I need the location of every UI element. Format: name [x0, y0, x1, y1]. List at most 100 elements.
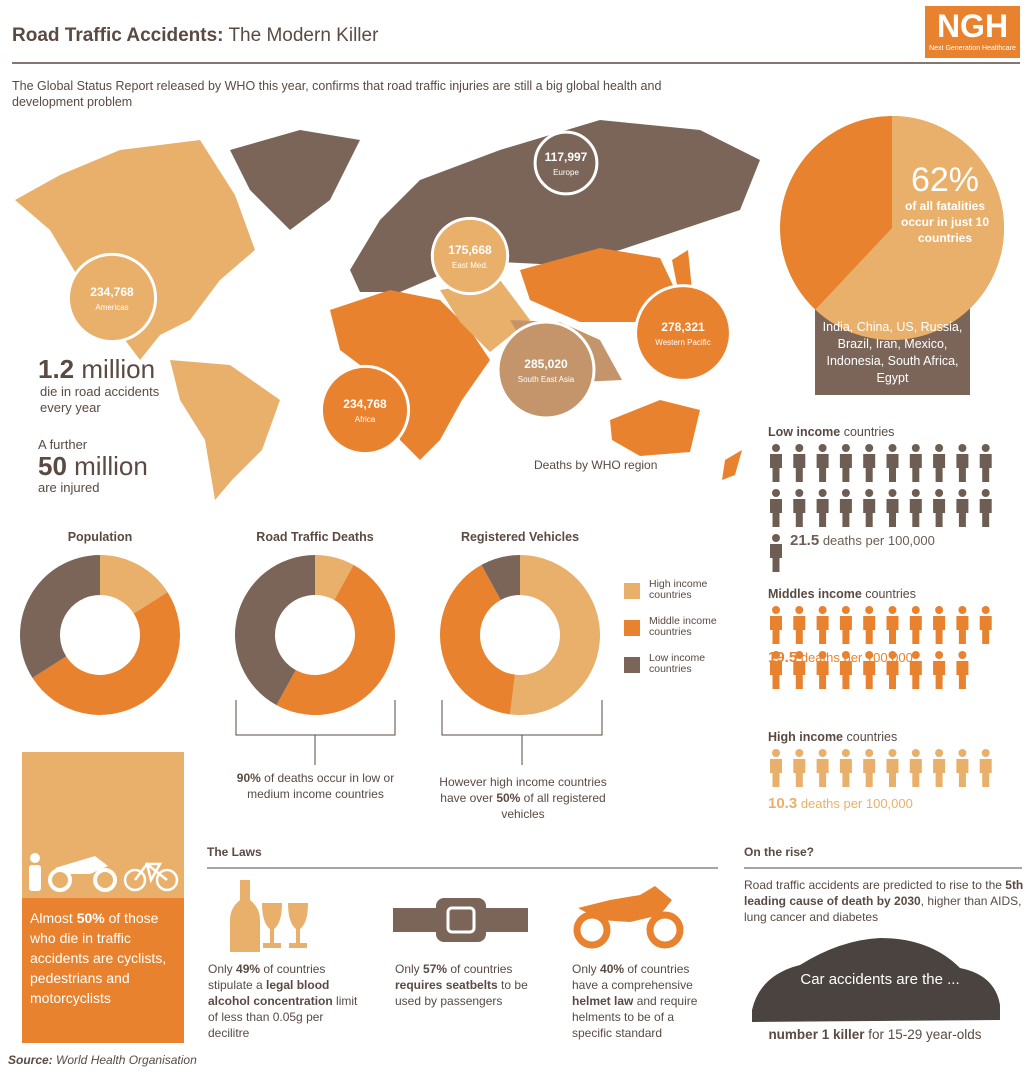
person-icon — [911, 606, 920, 614]
person-icon — [818, 489, 827, 497]
text-part: of countries stipulate a — [208, 962, 326, 992]
income-suffix: countries — [840, 425, 895, 439]
bracket — [441, 700, 603, 765]
legend-label: Middle income countries — [649, 615, 717, 638]
subtitle: The Modern Killer — [228, 25, 379, 46]
road-users-icon — [29, 853, 179, 892]
text-part: Only — [208, 962, 237, 976]
person-icon — [816, 661, 829, 689]
person-icon — [911, 489, 920, 497]
region-bubble — [496, 320, 596, 420]
person-icons — [770, 606, 992, 689]
person-icon — [888, 749, 897, 757]
bracket — [235, 700, 396, 765]
vulnerable-box — [22, 898, 184, 1043]
person-icon — [772, 534, 780, 542]
person-icon — [816, 616, 829, 644]
donut-slice — [509, 555, 600, 716]
region-bubble — [634, 284, 732, 382]
legend-swatch — [624, 657, 640, 673]
income-rate: 10.3 deaths per 100,000 — [768, 796, 913, 812]
vulnerable-text: Almost 50% of those who die in traffic a… — [30, 908, 180, 1008]
person-icon — [888, 444, 897, 452]
text-part: 1.2 — [38, 354, 75, 384]
person-icon — [933, 661, 946, 689]
person-icon — [935, 444, 944, 452]
text-part: of deaths occur in low or medium income … — [247, 771, 395, 801]
person-icon — [909, 661, 922, 689]
person-icon — [863, 759, 876, 787]
person-icon — [865, 749, 874, 757]
logo: NGH — [936, 8, 1009, 44]
donut-slice — [234, 555, 315, 706]
person-icon — [793, 454, 806, 482]
donut-slice — [481, 555, 520, 600]
laws-title: The Laws — [207, 845, 262, 859]
person-icon — [909, 499, 922, 527]
person-icon — [956, 661, 969, 689]
person-icon — [772, 749, 780, 757]
text-part: 50% — [76, 910, 105, 926]
deaths-text: die in road accidents every year — [40, 384, 160, 415]
person-icon — [886, 661, 899, 689]
vehicles-annotation: However high income countries have over … — [428, 774, 618, 822]
person-icon — [981, 749, 990, 757]
person-icon — [818, 444, 827, 452]
person-icon — [958, 606, 967, 614]
text-part: 50 — [38, 451, 67, 481]
donut-slice — [315, 555, 354, 600]
income-name: Middles income — [768, 587, 862, 601]
donut-slice — [100, 555, 168, 614]
region-name: Americas — [95, 303, 128, 312]
person-icon — [935, 749, 944, 757]
rise-title: On the rise? — [744, 845, 815, 859]
legend-swatch — [624, 620, 640, 636]
pie-annotation: of all fatalities occur in just 10 count… — [900, 199, 990, 245]
person-icon — [935, 489, 944, 497]
intro: The Global Status Report released by WHO… — [12, 79, 662, 109]
rate-text: deaths per 100,000 — [797, 650, 913, 665]
region-name: South East Asia — [518, 375, 575, 384]
text-part: and require helments to be of a specific… — [572, 994, 698, 1040]
person-icon — [770, 499, 782, 527]
person-icon — [793, 616, 806, 644]
text-part: 50% — [496, 791, 521, 805]
person-icon — [865, 489, 874, 497]
person-icon — [933, 616, 946, 644]
car-text: Car accidents are the ... — [800, 971, 960, 988]
text-part: million — [66, 451, 148, 481]
motorcycle-icon — [573, 886, 684, 949]
person-icon — [958, 651, 967, 659]
region-name: East Med. — [452, 261, 488, 270]
donut-slice — [439, 564, 515, 715]
map-caption: Deaths by WHO region — [534, 458, 658, 472]
injured-figure: 50 million — [38, 451, 148, 481]
vulnerable-box-top — [22, 752, 184, 898]
text-part: Almost — [30, 910, 77, 926]
person-icon — [795, 606, 804, 614]
person-icon — [772, 651, 780, 659]
person-icon — [793, 661, 806, 689]
person-icon — [911, 444, 920, 452]
legend-swatch — [624, 583, 640, 599]
person-icon — [770, 661, 782, 689]
law-text: Only 57% of countries requires seatbelts… — [395, 961, 540, 1009]
person-icon — [818, 606, 827, 614]
injured-intro: A further — [38, 437, 88, 452]
text-part: for 15-29 year-olds — [864, 1027, 982, 1042]
logo-caption: Next Generation Healthcare — [929, 45, 1016, 52]
person-icon — [818, 651, 827, 659]
person-icon — [793, 499, 806, 527]
person-icon — [863, 616, 876, 644]
person-icon — [793, 759, 806, 787]
person-icon — [770, 544, 782, 572]
text-part: However high income countries have over — [439, 775, 607, 805]
person-icon — [770, 454, 782, 482]
person-icons — [770, 444, 992, 572]
income-rate: 19.5 deaths per 100,000 — [768, 650, 913, 666]
text-part: legal blood alcohol concentration — [208, 978, 333, 1008]
person-icon — [863, 661, 876, 689]
person-icon — [839, 759, 852, 787]
person-icon — [979, 499, 992, 527]
